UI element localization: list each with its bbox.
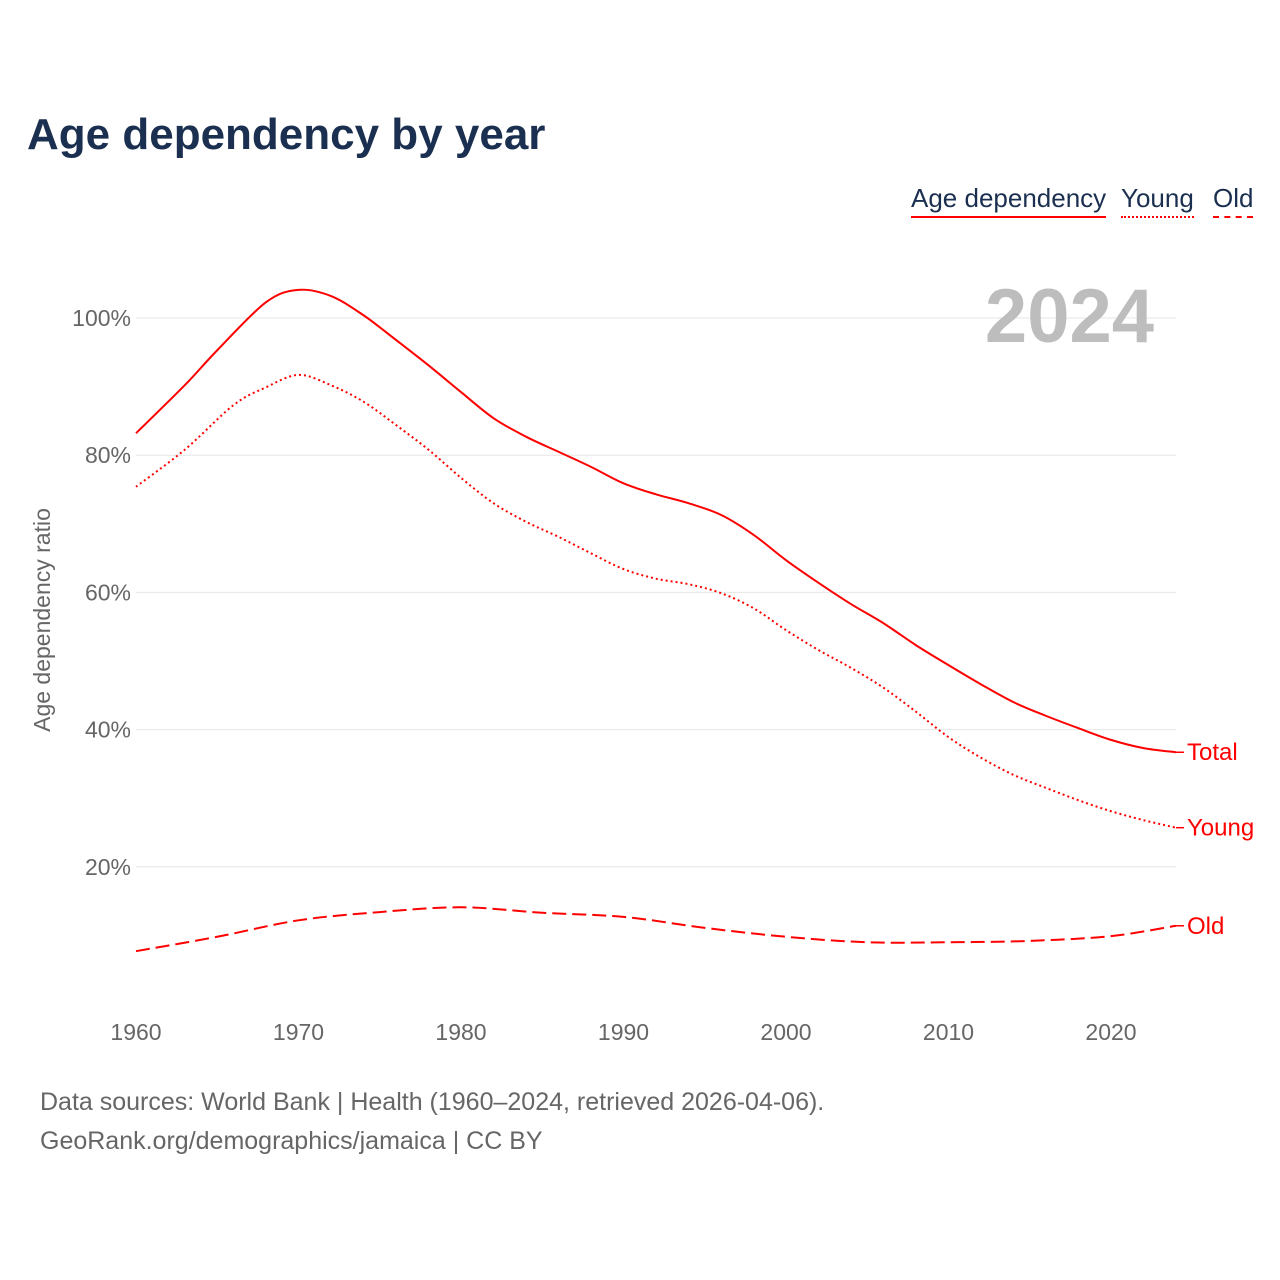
y-tick-label: 20% [85, 854, 131, 880]
legend-old[interactable]: Old [1213, 183, 1254, 218]
y-tick-label: 60% [85, 579, 131, 605]
y-tick-label: 80% [85, 442, 131, 468]
x-tick-label: 1980 [435, 1019, 486, 1045]
y-tick-label: 100% [72, 305, 131, 331]
series-line-old [135, 906, 1177, 953]
series-end-label: Total [1187, 739, 1238, 766]
series-end-label: Old [1187, 913, 1224, 940]
x-tick-label: 1960 [110, 1019, 161, 1045]
series-line-total [135, 288, 1177, 754]
series-end-label: Young [1187, 815, 1254, 842]
chart-title: Age dependency by year [27, 110, 546, 159]
series-line-young [135, 373, 1177, 829]
x-tick-label: 2010 [923, 1019, 974, 1045]
x-tick-label: 1970 [273, 1019, 324, 1045]
x-tick-label: 2000 [760, 1019, 811, 1045]
y-tick-label: 40% [85, 717, 131, 743]
legend-young[interactable]: Young [1121, 183, 1194, 218]
y-axis-label: Age dependency ratio [29, 508, 55, 732]
x-tick-label: 1990 [598, 1019, 649, 1045]
footer-source: Data sources: World Bank | Health (1960–… [40, 1088, 825, 1116]
footer-link[interactable]: GeoRank.org/demographics/jamaica | CC BY [40, 1127, 543, 1155]
legend-total[interactable]: Age dependency [911, 183, 1107, 218]
x-tick-label: 2020 [1085, 1019, 1136, 1045]
year-label: 2024 [985, 274, 1154, 359]
